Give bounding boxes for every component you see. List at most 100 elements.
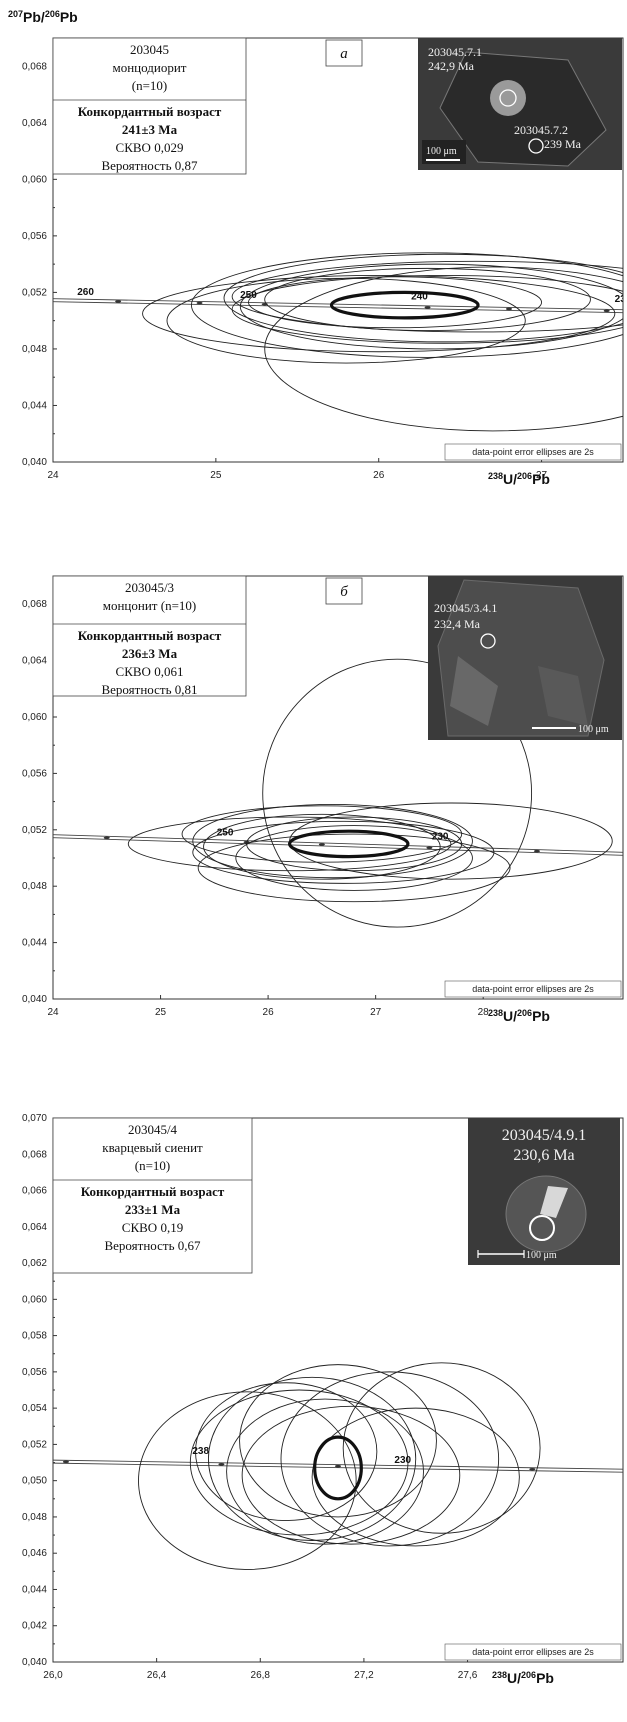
panel-letter-box xyxy=(325,39,363,67)
y-tick-label: 0,052 xyxy=(22,287,47,298)
error-note-box xyxy=(444,1643,622,1661)
concordia-age-marker xyxy=(603,309,610,313)
x-tick-label: 27 xyxy=(370,1007,382,1018)
concordia-age-marker xyxy=(424,306,431,309)
y-tick-label: 0,040 xyxy=(22,994,47,1005)
concordia-label: 230 xyxy=(432,831,449,842)
panel-letter: а xyxy=(340,46,348,62)
concordia-age-marker xyxy=(335,1464,341,1468)
age-title: Конкордантный возраст xyxy=(81,1184,225,1199)
y-tick-label: 0,052 xyxy=(22,1439,47,1450)
x-axis-label-el1: U/ xyxy=(503,471,517,487)
age-title: Конкордантный возраст xyxy=(78,628,222,643)
scale-label: 100 μm xyxy=(526,1250,557,1261)
spot-label: 203045.7.2 xyxy=(514,123,568,137)
y-tick-label: 0,056 xyxy=(22,768,47,779)
concordant-age: 233±1 Ma xyxy=(125,1202,181,1217)
concordant-age: 236±3 Ma xyxy=(122,646,178,661)
error-note: data-point error ellipses are 2s xyxy=(472,447,594,457)
y-tick-label: 0,070 xyxy=(22,1113,47,1124)
error-ellipse xyxy=(197,833,511,903)
mswd: СКВО 0,061 xyxy=(116,664,184,679)
spot-age: 230,6 Ma xyxy=(513,1147,574,1164)
x-axis-label-el2: Pb xyxy=(532,471,550,487)
error-ellipse xyxy=(280,1371,500,1547)
mswd: СКВО 0,19 xyxy=(122,1220,183,1235)
x-tick-label: 27 xyxy=(536,470,548,481)
x-tick-label: 24 xyxy=(47,1007,59,1018)
sample-count: (n=10) xyxy=(135,1158,171,1173)
error-ellipse xyxy=(247,276,543,329)
sample-id: 203045/3 xyxy=(125,580,174,595)
error-ellipse xyxy=(192,803,473,879)
sample-count: (n=10) xyxy=(132,78,168,93)
zircon-zone xyxy=(540,1186,568,1218)
error-ellipse xyxy=(195,1382,378,1522)
error-ellipse xyxy=(231,260,623,333)
plot-area: 260 250 240 230 xyxy=(53,252,623,432)
error-note: data-point error ellipses are 2s xyxy=(472,984,594,994)
concordant-age-ellipse xyxy=(288,829,410,859)
x-axis-label-iso1: 238 xyxy=(488,471,503,481)
y-tick-label: 0,058 xyxy=(22,1331,47,1342)
panel-a: 0,040 0,044 0,048 0,052 0,056 0,060 0,064 0,068… xyxy=(22,37,624,487)
plot-area: 250 230 xyxy=(53,658,623,928)
y-tick-label: 0,052 xyxy=(22,825,47,836)
x-axis-label-iso2: 206 xyxy=(517,471,532,481)
x-axis-label-el1: U/ xyxy=(503,1008,517,1024)
scale-label: 100 μm xyxy=(426,146,457,157)
zircon-grain xyxy=(439,51,607,167)
concordia-upper xyxy=(53,834,623,853)
y-tick-label: 0,060 xyxy=(22,712,47,723)
error-note-box xyxy=(444,443,622,461)
error-note-box xyxy=(444,980,622,998)
error-ellipse xyxy=(208,1376,417,1541)
concordant-age-ellipse xyxy=(329,290,480,320)
y-axis-label: 207Pb/206Pb xyxy=(8,9,78,25)
concordia-age-marker xyxy=(533,849,540,853)
spot-label: 203045.7.1 xyxy=(428,45,482,59)
zircon-zone xyxy=(450,656,498,726)
y-tick-label: 0,068 xyxy=(22,1149,47,1160)
x-axis-label-iso2: 206 xyxy=(521,1670,536,1680)
y-axis-label-iso2: 206 xyxy=(45,9,60,19)
spot-marker xyxy=(499,89,517,107)
y-tick-label: 0,040 xyxy=(22,457,47,468)
y-tick-label: 0,064 xyxy=(22,656,47,667)
concordia-age-marker xyxy=(196,301,203,305)
concordia-age-marker xyxy=(218,1463,225,1466)
y-tick-label: 0,054 xyxy=(22,1403,47,1414)
panel-b: 0,040 0,044 0,048 0,052 0,056 0,060 0,064 0,068… xyxy=(22,575,624,1024)
x-tick-label: 26,0 xyxy=(43,1670,63,1681)
concordia-age-marker xyxy=(506,307,512,311)
concordia-age-marker xyxy=(62,1460,69,1464)
spot-marker xyxy=(529,1215,555,1241)
plot-area: 238 230 xyxy=(53,1362,623,1570)
concordia-label: 250 xyxy=(217,827,234,838)
plot-frame xyxy=(52,37,624,463)
spot-age: 232,4 Ma xyxy=(434,617,481,631)
x-tick-label: 25 xyxy=(155,1007,167,1018)
error-ellipse xyxy=(239,1364,437,1518)
x-axis-label-iso1: 238 xyxy=(492,1670,507,1680)
panel-letter: б xyxy=(340,584,348,600)
concordant-age: 241±3 Ma xyxy=(122,122,178,137)
error-ellipse xyxy=(262,658,533,928)
error-note: data-point error ellipses are 2s xyxy=(472,1647,594,1657)
x-tick-label: 26 xyxy=(373,470,385,481)
spot-label: 203045/3.4.1 xyxy=(434,601,497,615)
mswd: СКВО 0,029 xyxy=(116,140,184,155)
rock-name: кварцевый сиенит xyxy=(102,1140,203,1155)
error-ellipse xyxy=(264,266,623,432)
concordia-lower xyxy=(53,301,623,314)
spot-age: 242,9 Ma xyxy=(428,59,475,73)
y-tick-label: 0,048 xyxy=(22,881,47,892)
concordia-upper xyxy=(53,1459,623,1470)
y-tick-label: 0,064 xyxy=(22,1222,47,1233)
spot-label: 203045/4.9.1 xyxy=(502,1127,586,1144)
spot-marker xyxy=(480,633,496,649)
rock-name: монцонит (n=10) xyxy=(103,598,196,613)
concordia-age-marker xyxy=(426,846,433,850)
zircon-zone xyxy=(538,666,588,726)
